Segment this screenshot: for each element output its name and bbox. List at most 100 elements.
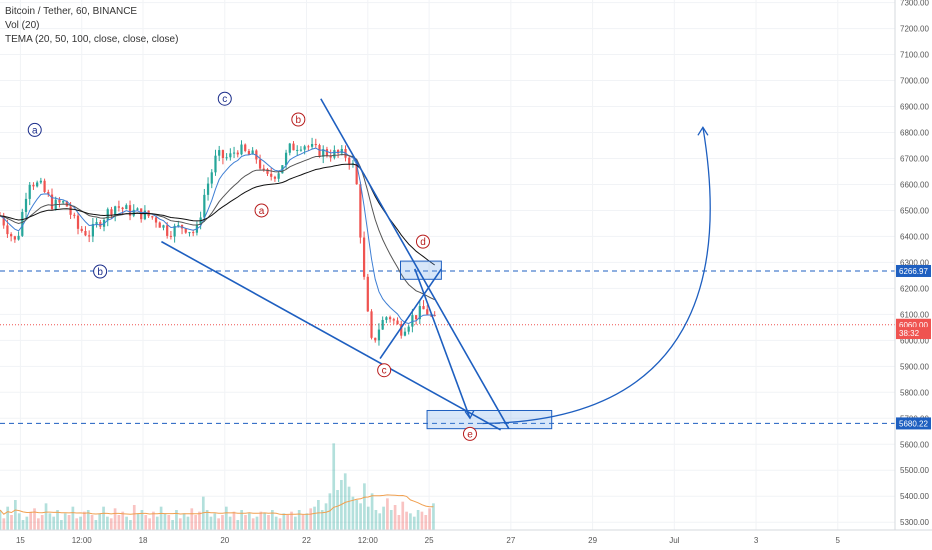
wave-label-e: e — [462, 426, 477, 441]
candle-body — [348, 157, 351, 165]
price-tick-label: 5600.00 — [900, 440, 929, 449]
candle-body — [359, 184, 362, 238]
wave-label-text: c — [382, 366, 387, 377]
candle-body — [318, 145, 321, 157]
volume-bar — [382, 506, 385, 530]
candle-body — [2, 215, 5, 226]
candle-body — [336, 150, 340, 154]
candle-body — [24, 198, 28, 212]
candle-body — [188, 232, 191, 234]
volume-bar — [301, 515, 305, 530]
volume-bar — [52, 516, 56, 530]
candle-body — [121, 207, 124, 210]
candle-body — [426, 309, 429, 315]
time-axis[interactable]: 15 12:00 18 20 22 12:00 25 27 29 Jul 3 5 — [0, 529, 932, 550]
volume-bar — [428, 508, 431, 530]
candle-body — [411, 315, 414, 327]
candle-body — [251, 150, 254, 155]
candle-body — [162, 225, 165, 228]
candle-body — [240, 144, 243, 155]
candle-body — [400, 324, 403, 336]
wave-label-text: b — [296, 115, 302, 126]
volume-bar — [209, 516, 213, 530]
candle-body — [362, 237, 366, 277]
volume-bar — [113, 508, 117, 530]
volume-bar — [109, 518, 113, 530]
chart-legend: Bitcoin / Tether, 60, BINANCE Vol (20) T… — [5, 5, 178, 47]
wave-label-c: c — [217, 91, 232, 106]
arrow-head — [464, 409, 475, 420]
candle-body — [307, 146, 310, 148]
candle-body — [270, 173, 273, 177]
volume-bar — [378, 513, 382, 530]
wave-circle — [415, 234, 430, 249]
candle-body — [136, 208, 139, 210]
wave-label-a: a — [254, 203, 269, 218]
legend-volume[interactable]: Vol (20) — [5, 20, 40, 31]
time-tick-label: 27 — [506, 536, 515, 545]
volume-bar — [182, 513, 186, 530]
price-label: 6060.00 — [899, 321, 928, 330]
candle-body — [91, 223, 94, 237]
volume-bar — [432, 503, 435, 530]
volume-bar — [140, 510, 144, 530]
wave-label-text: e — [467, 429, 473, 440]
volume-bar — [389, 510, 393, 530]
volume-bar — [25, 516, 29, 530]
volume-bar — [259, 511, 263, 530]
volume-bar — [271, 510, 274, 530]
candle-body — [403, 331, 407, 336]
candle-body — [143, 210, 147, 220]
volume-bar — [106, 516, 109, 530]
horizontal-levels — [0, 270, 895, 424]
volume-bar — [75, 518, 79, 530]
candle-body — [262, 168, 265, 170]
price-tick-label: 6100.00 — [900, 310, 929, 319]
volume-bar — [309, 508, 313, 530]
trend-line — [379, 268, 443, 359]
volume-bar — [37, 518, 40, 530]
legend-tema[interactable]: TEMA (20, 50, 100, close, close, close) — [5, 34, 179, 45]
volume-bar — [294, 516, 297, 530]
volume-bar — [159, 506, 163, 530]
time-tick-label: Jul — [669, 536, 679, 545]
volume-bar — [0, 510, 2, 530]
candle-body — [377, 329, 381, 341]
wave-label-c: c — [377, 363, 392, 378]
legend-symbol[interactable]: Bitcoin / Tether, 60, BINANCE — [5, 6, 138, 17]
volume-bar — [86, 510, 90, 530]
chart-drawings[interactable] — [161, 98, 711, 431]
time-tick-label: 25 — [425, 536, 434, 545]
candle-body — [95, 222, 98, 224]
candle-body — [203, 194, 206, 218]
volume-bar — [221, 515, 224, 530]
volume-bar — [274, 516, 278, 530]
candle-body — [36, 182, 39, 187]
volume-bar — [48, 513, 52, 530]
price-tick-label: 5500.00 — [900, 466, 929, 475]
candle-body — [151, 216, 154, 218]
candle-body — [32, 184, 35, 187]
tema-lines — [0, 147, 435, 325]
volume-bar — [290, 511, 293, 530]
wave-circle — [27, 122, 42, 137]
candle-body — [50, 194, 54, 210]
candle-body — [88, 235, 91, 237]
candle-body — [47, 191, 50, 195]
candle-body — [244, 144, 247, 151]
volume-bar — [44, 503, 48, 530]
price-axis[interactable]: 7300.00 7200.00 7100.00 7000.00 6900.00 6800.… — [894, 0, 932, 550]
volume-bar — [167, 515, 171, 530]
candle-body — [17, 235, 20, 240]
candle-body — [80, 228, 83, 231]
volume-bar — [21, 520, 25, 530]
candle-body — [206, 183, 210, 195]
price-tick-label: 7000.00 — [900, 77, 929, 86]
volume-bar — [201, 496, 205, 530]
price-tick-label: 6600.00 — [900, 180, 929, 189]
wave-label-b: b — [291, 112, 306, 127]
arrow-head — [697, 126, 709, 136]
volume-bar — [205, 510, 209, 530]
volume-bar — [267, 515, 270, 530]
